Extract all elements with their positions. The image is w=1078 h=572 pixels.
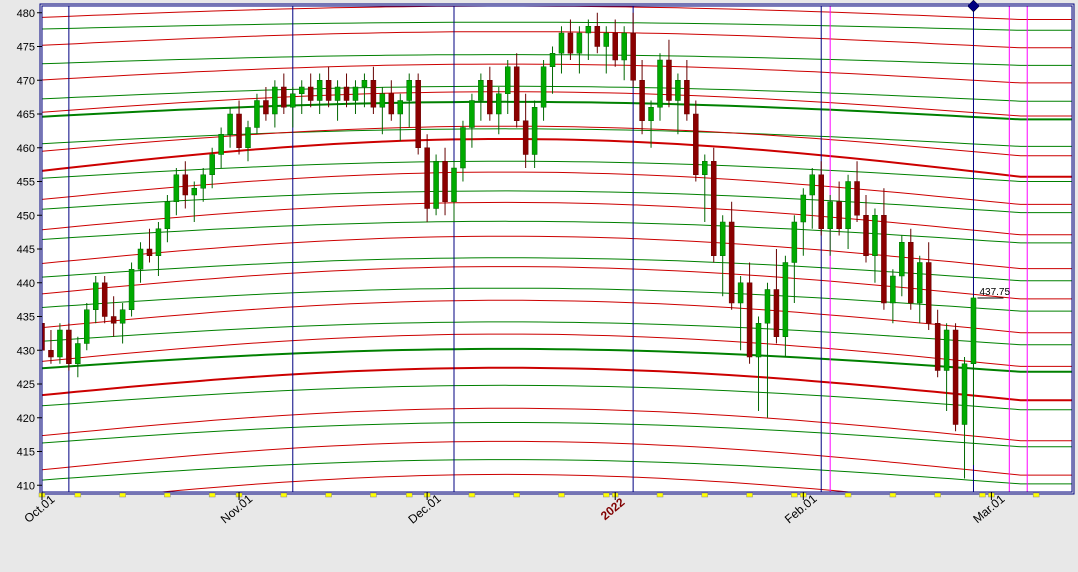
y-tick-label: 450 — [17, 210, 35, 222]
chart-svg: 437.75 410 415 420 425 430 435 440 445 450 455 460 4… — [0, 0, 1078, 572]
y-tick-label: 430 — [17, 345, 35, 357]
y-tick-label: 475 — [17, 42, 35, 54]
y-tick-label: 460 — [17, 143, 35, 155]
y-tick-label: 465 — [17, 109, 35, 121]
y-tick-label: 440 — [17, 278, 35, 290]
candlestick-chart: 437.75 410 415 420 425 430 435 440 445 450 455 460 4… — [0, 0, 1078, 572]
y-tick-label: 425 — [17, 379, 35, 391]
y-tick-label: 480 — [17, 8, 35, 20]
last-price-label: 437.75 — [979, 287, 1010, 298]
y-tick-label: 420 — [17, 413, 35, 425]
y-tick-label: 470 — [17, 75, 35, 87]
y-tick-label: 455 — [17, 177, 35, 189]
y-tick-label: 435 — [17, 312, 35, 324]
y-tick-label: 410 — [17, 480, 35, 492]
y-tick-label: 415 — [17, 447, 35, 459]
y-tick-label: 445 — [17, 244, 35, 256]
